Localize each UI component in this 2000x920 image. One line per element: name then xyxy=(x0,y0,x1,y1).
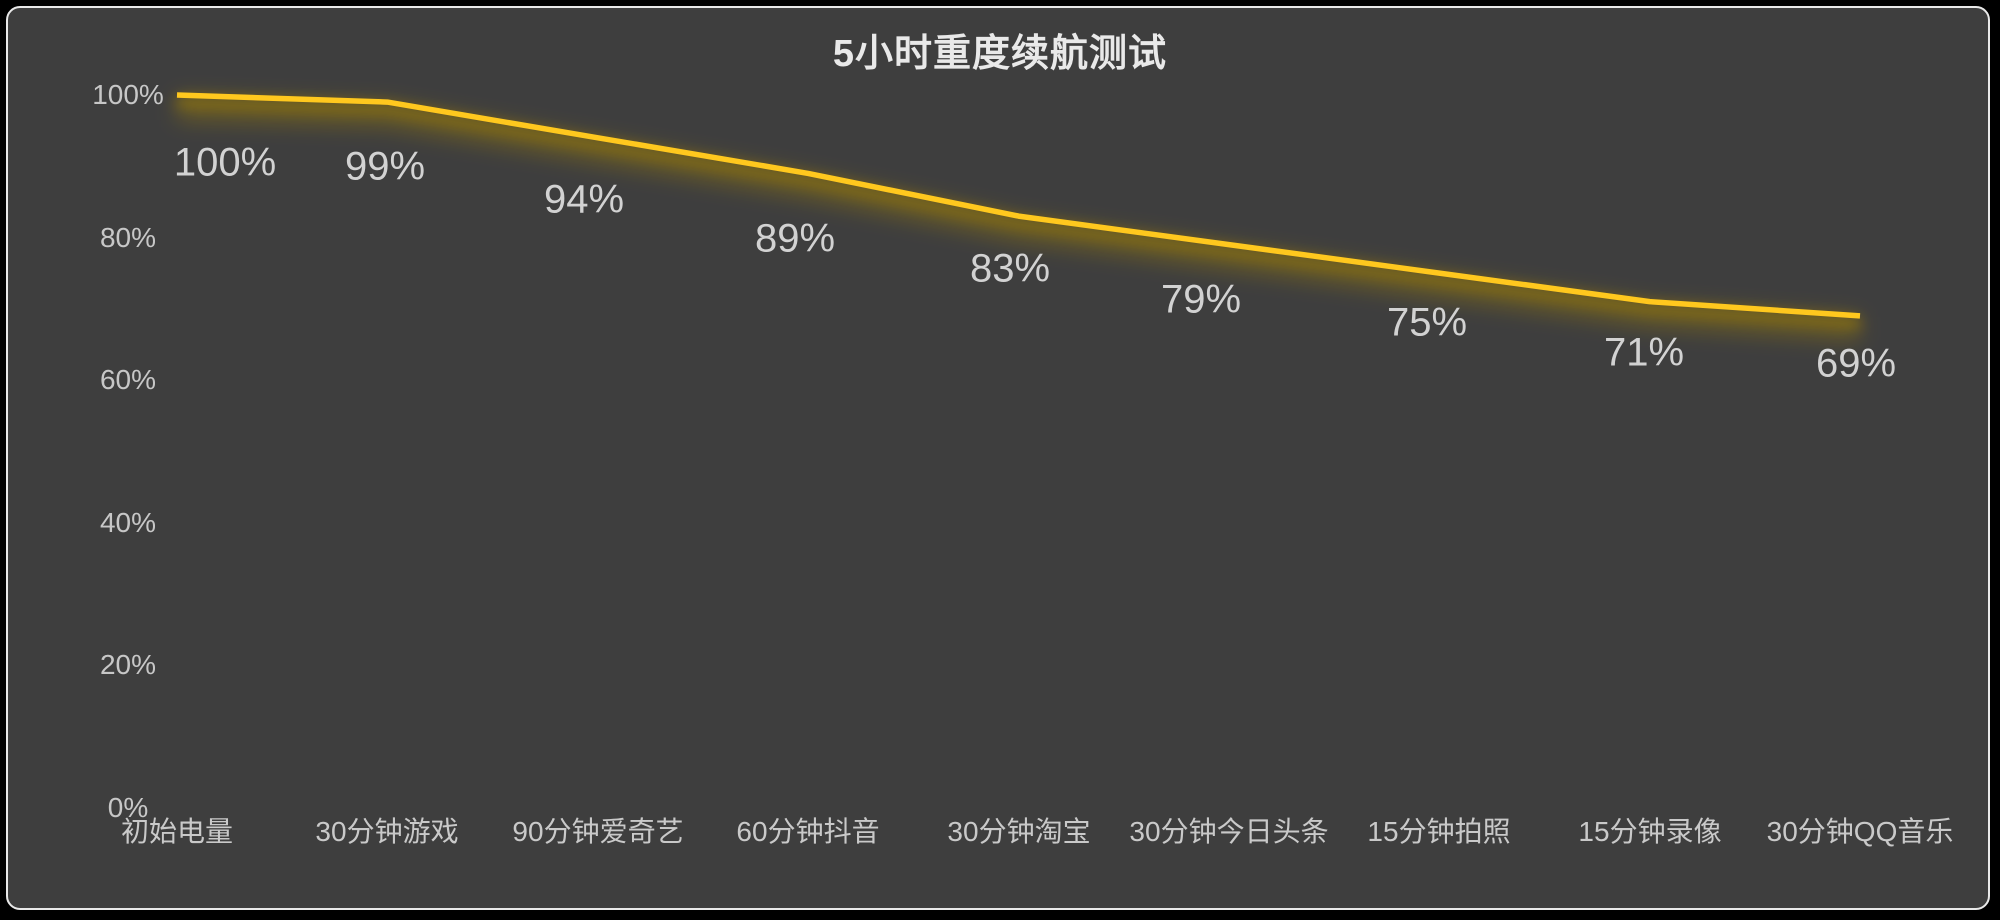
data-point-label: 71% xyxy=(1603,330,1685,375)
y-tick-label: 20% xyxy=(99,649,157,680)
data-point-label: 89% xyxy=(754,216,836,261)
battery-line xyxy=(176,92,1861,319)
chart-panel xyxy=(6,6,1990,910)
x-category-label: 90分钟爱奇艺 xyxy=(512,816,684,847)
y-tick-label: 60% xyxy=(99,364,157,395)
data-point-label: 79% xyxy=(1160,277,1242,322)
line-glow-near xyxy=(176,96,1861,329)
line-glow-wide xyxy=(176,96,1861,341)
y-tick-label: 80% xyxy=(99,222,157,253)
y-tick-label: 0% xyxy=(107,792,149,823)
x-category-label: 30分钟今日头条 xyxy=(1129,816,1329,847)
x-category-label: 初始电量 xyxy=(120,816,234,847)
data-point-label: 94% xyxy=(543,177,625,222)
y-tick-label: 100% xyxy=(92,79,164,110)
data-point-label: 75% xyxy=(1386,300,1468,345)
data-point-label: 69% xyxy=(1815,341,1897,386)
y-tick-label: 40% xyxy=(99,507,157,538)
x-category-label: 15分钟拍照 xyxy=(1367,816,1511,847)
x-category-label: 30分钟游戏 xyxy=(315,816,459,847)
x-category-label: 30分钟QQ音乐 xyxy=(1766,816,1954,847)
chart-title: 5小时重度续航测试 xyxy=(832,33,1168,75)
data-point-label: 100% xyxy=(173,140,277,185)
data-point-label: 99% xyxy=(344,144,426,189)
data-point-label: 83% xyxy=(969,246,1051,291)
x-category-label: 60分钟抖音 xyxy=(736,816,880,847)
x-category-label: 30分钟淘宝 xyxy=(947,816,1091,847)
x-category-label: 15分钟录像 xyxy=(1578,816,1722,847)
